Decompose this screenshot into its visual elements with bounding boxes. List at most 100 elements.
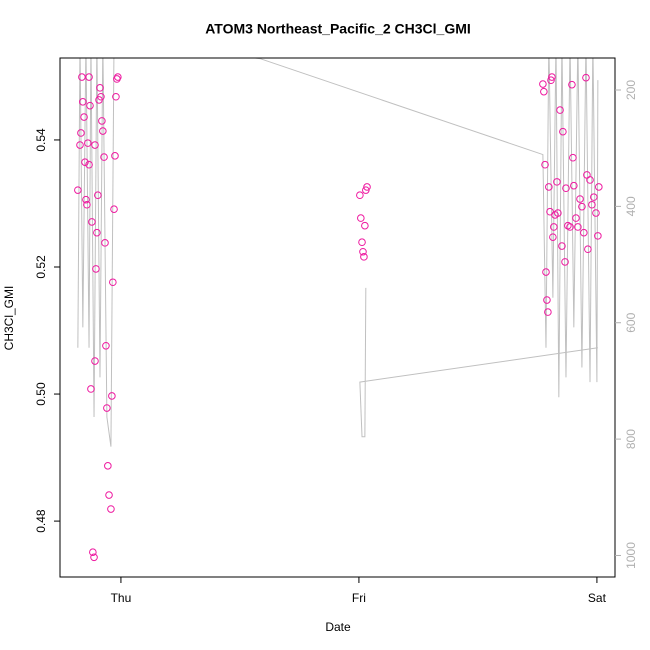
scatter-point xyxy=(100,153,108,161)
scatter-point xyxy=(87,385,95,393)
scatter-point xyxy=(97,92,105,101)
scatter-point xyxy=(540,87,548,96)
scatter-point xyxy=(104,462,112,470)
scatter-point xyxy=(545,183,553,191)
scatter-point xyxy=(541,160,549,169)
scatter-point xyxy=(539,80,547,88)
scatter-point xyxy=(588,200,596,209)
scatter-point xyxy=(77,129,85,137)
line xyxy=(77,58,599,447)
scatter-point xyxy=(547,76,555,85)
scatter-point xyxy=(94,191,102,200)
y-tick-label: 0.48 xyxy=(34,509,48,533)
scatter-point xyxy=(569,153,577,162)
scatter-point xyxy=(361,221,369,230)
scatter-point xyxy=(578,202,586,211)
scatter-point xyxy=(85,160,93,169)
y2-tick-label: 1000 xyxy=(624,542,638,569)
scatter-point xyxy=(556,106,564,114)
scatter-point xyxy=(543,296,551,304)
scatter-point xyxy=(89,548,97,557)
scatter-point xyxy=(570,181,578,190)
scatter-point xyxy=(562,184,570,193)
scatter-point xyxy=(358,238,366,247)
scatter-point xyxy=(112,92,120,101)
scatter-point xyxy=(572,214,580,222)
scatter-point xyxy=(110,205,118,213)
scatter-point xyxy=(86,101,94,110)
scatter-point xyxy=(576,195,584,203)
scatter-point xyxy=(107,505,115,513)
scatter-point xyxy=(586,176,594,184)
scatter-point xyxy=(360,253,368,261)
scatter-point xyxy=(558,242,566,250)
scatter-point xyxy=(83,200,91,209)
chart-title: ATOM3 Northeast_Pacific_2 CH3Cl_GMI xyxy=(205,21,471,37)
scatter-point xyxy=(101,239,109,247)
scatter-point xyxy=(91,141,99,149)
scatter-point xyxy=(590,193,598,201)
scatter-point xyxy=(84,139,92,147)
scatter-point xyxy=(109,278,117,287)
x-axis-label: Date xyxy=(325,620,351,634)
y2-tick-label: 600 xyxy=(624,312,638,332)
scatter-point xyxy=(595,183,603,191)
scatter-point xyxy=(74,186,82,194)
y2-tick-label: 400 xyxy=(624,196,638,216)
scatter-point xyxy=(108,392,116,400)
scatter-point xyxy=(105,491,113,499)
y-axis-label: CH3Cl_GMI xyxy=(2,286,16,351)
scatter-point xyxy=(548,73,556,81)
scatter-point xyxy=(90,553,98,562)
plot-area xyxy=(74,58,603,562)
scatter-point xyxy=(88,218,96,226)
scatter-point xyxy=(91,357,99,365)
x-tick-label: Sat xyxy=(588,591,607,605)
scatter-point xyxy=(580,228,588,237)
scatter-point xyxy=(542,268,550,276)
scatter-point xyxy=(359,247,367,256)
scatter-point xyxy=(356,191,364,200)
y-tick-label: 0.54 xyxy=(34,128,48,152)
scatter-point xyxy=(592,209,600,217)
scatter-point xyxy=(362,186,370,194)
scatter-point xyxy=(114,73,122,81)
plot-box xyxy=(59,57,616,578)
scatter-point xyxy=(584,245,592,254)
line xyxy=(359,287,598,438)
scatter-point xyxy=(85,73,93,81)
scatter-point xyxy=(76,141,84,149)
scatter-point xyxy=(559,127,567,136)
scatter-point xyxy=(96,84,104,92)
scatter-point xyxy=(549,233,557,241)
scatter-point xyxy=(357,214,365,222)
y-tick-label: 0.50 xyxy=(34,382,48,406)
scatter-point xyxy=(363,183,371,191)
scatter-point xyxy=(102,341,110,350)
x-tick-label: Fri xyxy=(352,591,366,605)
scatter-point xyxy=(78,73,86,81)
scatter-point xyxy=(582,73,590,82)
scatter-point xyxy=(111,152,119,160)
scatter-point xyxy=(93,228,101,237)
scatter-point xyxy=(564,221,572,230)
scatter-point xyxy=(594,232,602,240)
scatter-point xyxy=(566,223,574,231)
scatter-point xyxy=(561,258,569,266)
scatter-point xyxy=(98,117,106,125)
scatter-point xyxy=(554,209,562,217)
scatter-point xyxy=(81,158,89,166)
scatter-point xyxy=(99,127,107,135)
scatter-point xyxy=(568,80,576,89)
scatter-point xyxy=(79,98,87,106)
scatter-point xyxy=(550,223,558,231)
scatter-point xyxy=(103,404,111,412)
scatter-point xyxy=(553,178,561,186)
scatter-point xyxy=(80,113,88,121)
scatter-point xyxy=(544,308,552,316)
y2-tick-label: 800 xyxy=(624,429,638,449)
scatter-point xyxy=(574,223,582,231)
scatter-point xyxy=(92,265,100,273)
